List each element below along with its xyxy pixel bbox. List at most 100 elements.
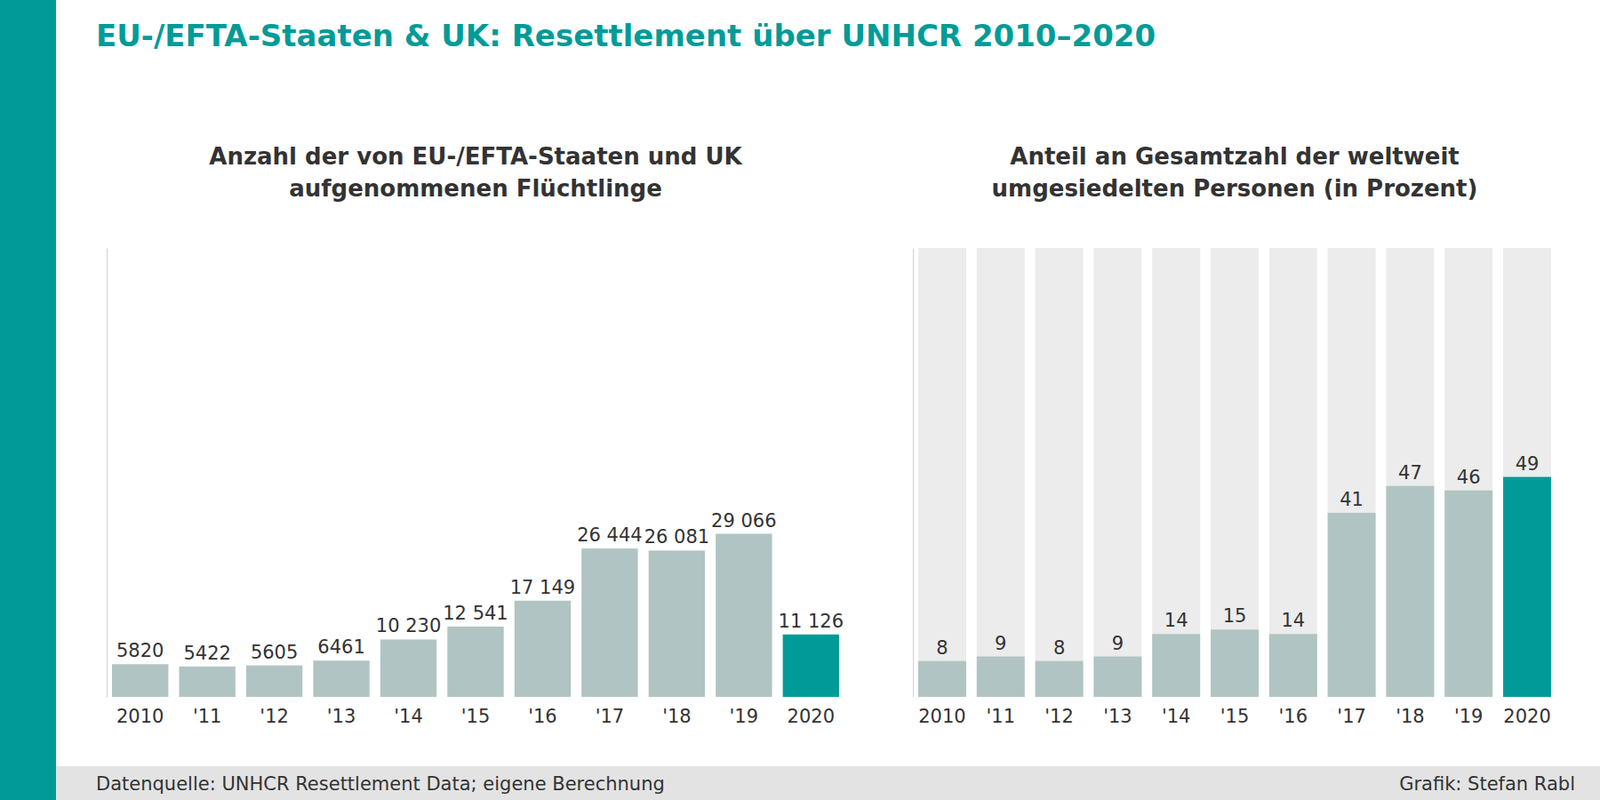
bar <box>648 550 705 697</box>
x-tick-label: '16 <box>528 705 558 728</box>
x-tick: '12 <box>259 705 289 728</box>
bar <box>1093 656 1142 697</box>
x-tick: '18 <box>662 705 692 728</box>
x-tick: '15 <box>461 705 491 728</box>
data-label: 6461 <box>317 636 365 658</box>
bar <box>514 600 571 697</box>
x-tick-label: 2010 <box>116 705 164 728</box>
x-tick: '12 <box>1044 705 1074 728</box>
data-label: 12 541 <box>442 602 508 624</box>
x-tick-label: '13 <box>1103 705 1133 728</box>
credit: Grafik: Stefan Rabl <box>1399 773 1576 795</box>
bar-track <box>1385 248 1434 697</box>
data-label: 8 <box>936 637 948 659</box>
page-title: EU-/EFTA-Staaten & UK: Resettlement über… <box>96 17 1156 54</box>
data-label: 47 <box>1398 462 1423 484</box>
bar <box>246 665 303 697</box>
x-tick-label: '14 <box>393 705 424 728</box>
chart-title: Anteil an Gesamtzahl der weltweitumgesie… <box>992 143 1479 202</box>
data-label: 14 <box>1280 609 1305 632</box>
data-label: 10 230 <box>376 615 441 637</box>
bar-track <box>1503 248 1552 697</box>
x-tick: '17 <box>1336 705 1367 728</box>
x-tick: '19 <box>1454 705 1484 728</box>
x-tick-label: '15 <box>461 705 491 728</box>
x-tick: '14 <box>1161 705 1192 728</box>
x-tick-label: '18 <box>662 705 692 728</box>
x-tick: '15 <box>1220 705 1250 728</box>
x-tick-label: '17 <box>1336 705 1367 728</box>
data-label: 11 126 <box>778 610 844 632</box>
data-label: 26 444 <box>576 524 642 546</box>
bar-track <box>918 248 967 697</box>
x-tick-label: '12 <box>259 705 289 728</box>
bar <box>1385 486 1434 697</box>
x-tick: '17 <box>595 705 625 728</box>
bar <box>447 626 504 697</box>
x-tick: '13 <box>327 705 357 728</box>
data-label: 26 081 <box>644 526 710 548</box>
bar <box>1210 629 1259 697</box>
x-tick: 2020 <box>1503 705 1551 728</box>
bar <box>1328 512 1376 697</box>
data-label: 46 <box>1456 466 1481 488</box>
bar-track <box>1444 248 1493 697</box>
x-tick-label: 2020 <box>1503 705 1551 728</box>
x-tick: '13 <box>1103 705 1133 728</box>
bar-track <box>1328 248 1376 697</box>
data-label: 29 066 <box>711 510 776 532</box>
x-tick: '11 <box>986 705 1016 728</box>
x-tick-label: '11 <box>986 705 1016 728</box>
data-label: 9 <box>1112 632 1124 655</box>
bar-track <box>1093 248 1142 697</box>
bar <box>112 664 168 697</box>
bar <box>380 639 437 697</box>
bar <box>1035 661 1084 697</box>
bar <box>918 661 967 697</box>
side-band <box>0 0 56 800</box>
x-tick-label: '13 <box>327 705 357 728</box>
x-tick-label: '19 <box>1454 705 1484 728</box>
data-label: 8 <box>1053 637 1065 659</box>
footer-band <box>56 766 1600 800</box>
bar-track <box>1210 248 1259 697</box>
x-axis: 2010 '11 '12 '13 '14 '15 '16 '17 '18 '19 2020 <box>918 705 1551 728</box>
data-label: 15 <box>1223 605 1248 627</box>
x-tick-label: '19 <box>729 705 760 728</box>
y-axis <box>106 248 108 698</box>
bar <box>783 634 840 697</box>
data-label: 5820 <box>116 640 164 662</box>
data-label: 41 <box>1339 488 1364 511</box>
x-tick: '18 <box>1395 705 1425 728</box>
x-axis: 2010 '11 '12 '13 '14 '15 '16 '17 '18 '19 2020 <box>116 705 835 728</box>
data-label: 9 <box>994 632 1007 655</box>
chart: Anzahl der von EU-/EFTA-Staaten und UKau… <box>107 143 845 728</box>
x-tick-label: 2020 <box>787 705 835 728</box>
x-tick-label: '14 <box>1161 705 1192 728</box>
plot-area <box>112 534 840 697</box>
source: Datenquelle: UNHCR Resettlement Data; ei… <box>96 773 665 795</box>
x-tick-label: '16 <box>1279 705 1309 728</box>
data-label: 49 <box>1515 453 1540 475</box>
data-label: 17 149 <box>510 576 576 599</box>
bar <box>312 660 369 697</box>
x-tick: 2010 <box>918 705 966 728</box>
data-label: 14 <box>1164 609 1189 632</box>
data-label: 5422 <box>183 642 231 664</box>
page: EU-/EFTA-Staaten & UK: Resettlement über… <box>0 0 1600 800</box>
x-tick-label: '11 <box>192 705 223 728</box>
x-tick: '16 <box>528 705 558 728</box>
bar-track <box>1152 248 1200 697</box>
bar <box>581 548 638 697</box>
chart: Anteil an Gesamtzahl der weltweitumgesie… <box>913 143 1552 728</box>
bar <box>178 666 235 697</box>
bar <box>1444 490 1493 697</box>
bar-track <box>1035 248 1084 697</box>
plot-area <box>918 248 1552 697</box>
bar <box>1152 633 1200 697</box>
y-axis <box>912 248 914 698</box>
x-tick-label: 2010 <box>918 705 966 728</box>
bar <box>976 656 1025 697</box>
bar-track <box>976 248 1025 697</box>
x-tick-label: '15 <box>1220 705 1250 728</box>
